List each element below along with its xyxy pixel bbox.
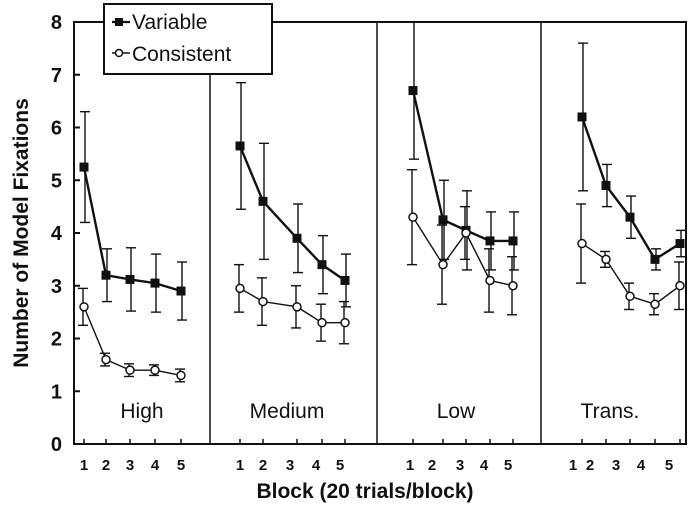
- data-point-consistent: [650, 299, 660, 309]
- data-point-variable: [79, 162, 89, 172]
- x-tick-label: 4: [151, 457, 160, 474]
- consistent-series: [78, 287, 186, 383]
- y-axis: 0 1 2 3 4 5 6 7 8: [51, 12, 80, 456]
- data-point-consistent: [258, 296, 268, 307]
- data-point-variable: [625, 212, 635, 222]
- x-tick-label: 2: [428, 457, 436, 474]
- data-point-consistent: [625, 291, 635, 302]
- x-tick-label: 1: [236, 457, 244, 474]
- data-point-consistent: [438, 259, 448, 270]
- data-point-consistent: [675, 281, 685, 291]
- data-point-consistent: [235, 283, 245, 294]
- consistent-series: [234, 263, 350, 345]
- legend-variable-label: Variable: [132, 11, 208, 34]
- data-point-consistent: [317, 317, 327, 328]
- variable-series: [235, 81, 351, 308]
- x-tick-label: 5: [665, 457, 673, 474]
- data-point-variable: [340, 275, 350, 285]
- data-point-variable: [176, 286, 186, 296]
- legend-consistent-label: Consistent: [132, 43, 231, 66]
- x-tick-label: 5: [336, 457, 344, 474]
- y-tick-label: 0: [51, 434, 62, 456]
- y-tick-label: 1: [51, 381, 62, 403]
- x-tick-label: 2: [102, 457, 110, 474]
- data-point-variable: [258, 196, 268, 206]
- x-tick-label: 1: [569, 457, 577, 474]
- x-tick-label: 1: [80, 457, 88, 474]
- x-tick-label: 5: [177, 457, 185, 474]
- data-point-variable: [675, 239, 685, 249]
- y-tick-label: 4: [51, 223, 63, 245]
- data-point-variable: [577, 112, 587, 122]
- consistent-series: [576, 203, 685, 316]
- data-point-consistent: [601, 254, 611, 265]
- legend-box: [103, 3, 273, 75]
- variable-line: [238, 145, 346, 282]
- legend: Variable Consistent: [103, 3, 273, 75]
- x-tick-label: 3: [286, 457, 294, 474]
- data-point-consistent: [508, 281, 518, 291]
- legend-variable-marker: [115, 18, 123, 26]
- data-point-variable: [101, 270, 111, 280]
- data-point-variable: [408, 86, 418, 96]
- panel-label: High: [120, 400, 163, 423]
- data-point-consistent: [150, 365, 160, 375]
- panel-labels: High Medium Low Trans.: [120, 400, 639, 423]
- y-tick-label: 2: [51, 329, 62, 351]
- data-point-consistent: [79, 302, 89, 312]
- data-point-consistent: [461, 228, 471, 238]
- variable-series: [79, 110, 187, 321]
- data-point-consistent: [340, 317, 350, 328]
- data-point-consistent: [176, 370, 186, 381]
- x-tick-label: 2: [586, 457, 594, 474]
- data-point-consistent: [292, 302, 302, 312]
- y-tick-label: 8: [51, 12, 62, 34]
- variable-line: [411, 90, 513, 243]
- plot-frame: [73, 21, 687, 445]
- panel-label: Low: [437, 400, 476, 423]
- variable-line: [82, 166, 182, 293]
- legend-consistent-marker: [114, 48, 124, 58]
- y-tick-label: 3: [51, 276, 62, 298]
- consistent-series: [407, 168, 518, 316]
- data-point-variable: [317, 260, 327, 270]
- data-point-variable: [485, 236, 495, 246]
- data-point-variable: [235, 141, 245, 151]
- data-point-variable: [601, 181, 611, 191]
- y-axis-title: Number of Model Fixations: [10, 98, 33, 368]
- x-tick-label: 4: [312, 457, 321, 474]
- x-tick-label: 3: [126, 457, 134, 474]
- data-point-variable: [292, 233, 302, 243]
- y-tick-label: 6: [51, 118, 62, 140]
- x-tick-label: 4: [637, 457, 646, 474]
- x-tick-label: 2: [259, 457, 267, 474]
- panel-dividers: [209, 22, 542, 444]
- y-tick-label: 5: [51, 170, 62, 192]
- panel-label: Trans.: [581, 400, 640, 423]
- data-point-consistent: [577, 238, 587, 249]
- x-tick-label: 4: [480, 457, 489, 474]
- variable-series: [577, 42, 686, 271]
- data-point-variable: [508, 236, 518, 246]
- consistent-line: [83, 306, 182, 377]
- data-point-variable: [650, 254, 660, 264]
- y-tick-label: 7: [51, 65, 62, 87]
- panel-label: Medium: [250, 400, 325, 423]
- data-point-consistent: [408, 212, 418, 222]
- data-point-consistent: [125, 365, 135, 375]
- data-point-consistent: [485, 275, 495, 286]
- data-point-variable: [125, 274, 135, 284]
- series-layer: [78, 22, 686, 383]
- data-point-consistent: [101, 354, 111, 365]
- x-tick-label: 3: [612, 457, 620, 474]
- data-point-variable: [438, 215, 448, 225]
- x-tick-label: 1: [406, 457, 414, 474]
- x-tick-label: 3: [456, 457, 464, 474]
- x-axis-title: Block (20 trials/block): [256, 480, 473, 503]
- x-tick-label: 5: [504, 457, 512, 474]
- data-point-variable: [150, 278, 160, 288]
